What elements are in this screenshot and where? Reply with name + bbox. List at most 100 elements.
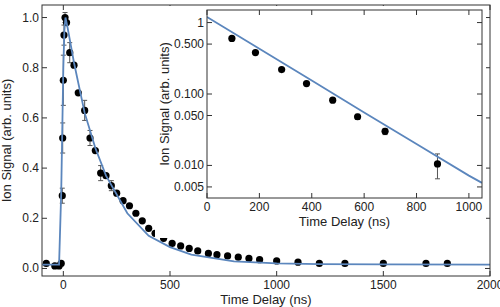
data-point (43, 260, 50, 267)
error-cap (435, 153, 440, 154)
inset-background (155, 6, 486, 238)
x-tick (416, 10, 417, 15)
data-point (126, 202, 133, 209)
y-tick (477, 44, 482, 45)
x-axis-title: Time Delay (ns) (220, 292, 311, 307)
y-tick-label: 0.8 (22, 61, 39, 75)
data-point (380, 260, 387, 267)
data-point (205, 250, 212, 257)
data-point (329, 97, 336, 104)
x-tick (207, 10, 208, 15)
plot-frame (42, 5, 490, 276)
y-tick (42, 117, 47, 118)
y-tick (42, 268, 47, 269)
y-tick-label: 0.010 (174, 158, 204, 172)
y-axis-title: Ion Signal (arb. units) (157, 42, 172, 166)
error-cap (88, 145, 93, 146)
x-tick-label: 1000 (456, 200, 483, 214)
error-cap (98, 180, 103, 181)
x-tick-label: 800 (407, 200, 427, 214)
y-tick (42, 168, 47, 169)
x-tick-label: 200 (249, 200, 269, 214)
y-tick (477, 165, 482, 166)
y-tick-label: 0.100 (174, 87, 204, 101)
x-tick (468, 10, 469, 15)
x-tick (490, 271, 491, 276)
data-point (228, 35, 235, 42)
data-point (213, 251, 220, 258)
data-point (132, 210, 139, 217)
data-point (303, 80, 310, 87)
x-tick-label: 600 (354, 200, 374, 214)
x-tick (259, 193, 260, 198)
data-point (139, 217, 146, 224)
data-point (444, 260, 451, 267)
x-tick (364, 10, 365, 15)
x-tick (207, 193, 208, 198)
data-point (354, 113, 361, 120)
fit-line (207, 17, 482, 183)
data-point (177, 242, 184, 249)
y-tick (485, 268, 490, 269)
data-point (59, 192, 66, 199)
data-point (145, 225, 152, 232)
y-tick (207, 115, 212, 116)
y-tick (42, 218, 47, 219)
chart-0: 05001000150020000.00.20.40.60.81.0Time D… (0, 5, 500, 307)
x-tick (259, 10, 260, 15)
y-tick-label: 0.2 (22, 211, 39, 225)
y-tick (207, 94, 212, 95)
x-axis-title: Time Delay (ns) (299, 214, 390, 229)
x-tick-label: 400 (302, 200, 322, 214)
x-tick-label: 2000 (477, 278, 500, 292)
data-point (169, 240, 176, 247)
y-tick (207, 165, 212, 166)
data-point (235, 254, 242, 261)
chart-1: 020040060080010000.0050.0100.0500.1000.5… (155, 6, 486, 238)
x-tick (311, 10, 312, 15)
data-point (434, 160, 441, 167)
x-tick-label: 1000 (263, 278, 290, 292)
x-tick-label: 0 (204, 200, 211, 214)
x-tick (276, 271, 277, 276)
data-point (422, 260, 429, 267)
x-tick (468, 193, 469, 198)
x-tick-label: 0 (60, 278, 67, 292)
data-point (381, 128, 388, 135)
x-tick (311, 193, 312, 198)
y-tick-label: 0.0 (22, 261, 39, 275)
data-point (245, 255, 252, 262)
y-tick (477, 22, 482, 23)
y-tick-label: 1.0 (22, 11, 39, 25)
x-tick (63, 271, 64, 276)
y-tick (42, 17, 47, 18)
y-tick-label: 0.050 (174, 109, 204, 123)
data-point (194, 247, 201, 254)
x-tick (170, 271, 171, 276)
y-tick-label: 0.4 (22, 161, 39, 175)
x-tick (383, 271, 384, 276)
x-tick (63, 5, 64, 10)
x-tick-label: 500 (160, 278, 180, 292)
y-tick (207, 44, 212, 45)
y-tick (477, 115, 482, 116)
y-axis-title: Ion Signal (arb. units) (0, 79, 14, 203)
plot-data (207, 17, 482, 183)
plot-frame (207, 10, 482, 198)
y-tick (207, 186, 212, 187)
data-point (186, 245, 193, 252)
data-point (278, 66, 285, 73)
error-cap (435, 178, 440, 179)
y-tick (207, 22, 212, 23)
y-tick-label: 0.005 (174, 180, 204, 194)
x-tick (364, 193, 365, 198)
x-tick-label: 1500 (370, 278, 397, 292)
y-tick-label: 1 (197, 16, 204, 30)
y-tick (42, 67, 47, 68)
x-tick (490, 5, 491, 10)
data-point (252, 49, 259, 56)
error-cap (63, 12, 68, 13)
y-tick (477, 186, 482, 187)
y-tick-label: 0.6 (22, 111, 39, 125)
chart-canvas: 05001000150020000.00.20.40.60.81.0Time D… (0, 0, 500, 307)
